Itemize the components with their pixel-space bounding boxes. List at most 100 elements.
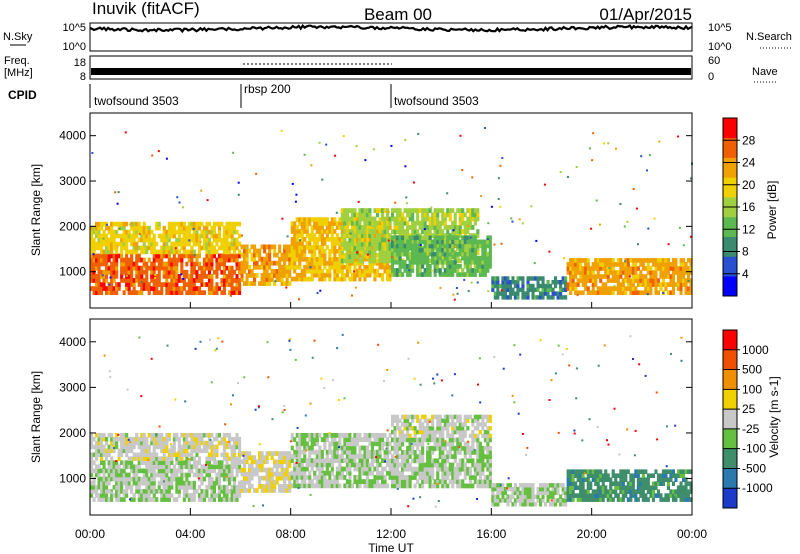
- heatmap-cell: [589, 278, 593, 283]
- heatmap-cell: [584, 262, 588, 267]
- heatmap-cell: [486, 441, 490, 447]
- heatmap-cell: [105, 225, 109, 231]
- heatmap-speck: [511, 220, 514, 223]
- heatmap-cell: [466, 264, 470, 269]
- heatmap-cell: [172, 452, 176, 457]
- heatmap-cell: [496, 287, 500, 292]
- heatmap-cell: [122, 460, 126, 465]
- heatmap-cell: [391, 251, 395, 257]
- heatmap-cell: [591, 274, 595, 279]
- heatmap-cell: [458, 462, 462, 468]
- heatmap-cell: [132, 440, 136, 446]
- heatmap-cell: [308, 245, 312, 250]
- heatmap-cell: [606, 274, 610, 279]
- heatmap-cell: [333, 217, 337, 222]
- heatmap-cell: [443, 243, 447, 249]
- heatmap-cell: [105, 290, 109, 295]
- heatmap-speck: [140, 281, 143, 284]
- heatmap-cell: [107, 237, 111, 243]
- heatmap-cell: [233, 493, 237, 498]
- heatmap-cell: [315, 237, 319, 242]
- heatmap-cell: [363, 216, 367, 222]
- heatmap-cell: [448, 466, 452, 472]
- heatmap-cell: [338, 257, 342, 262]
- heatmap-cell: [150, 433, 154, 438]
- heatmap-cell: [551, 280, 555, 285]
- heatmap-cell: [333, 454, 337, 459]
- heatmap-cell: [584, 282, 588, 287]
- heatmap-cell: [378, 433, 382, 438]
- heatmap-cell: [245, 273, 249, 278]
- heatmap-cell: [345, 272, 349, 278]
- heatmap-cell: [466, 259, 470, 265]
- heatmap-cell: [160, 245, 164, 251]
- heatmap-cell: [340, 253, 344, 258]
- heatmap-cell: [323, 217, 327, 222]
- heatmap-cell: [426, 454, 430, 459]
- heatmap-cell: [207, 278, 211, 283]
- heatmap-cell: [310, 225, 314, 230]
- heatmap-cell: [120, 497, 124, 502]
- heatmap-cell: [556, 295, 560, 300]
- heatmap-cell: [95, 233, 99, 239]
- heatmap-cell: [446, 466, 450, 472]
- heatmap-cell: [483, 483, 487, 489]
- heatmap-cell: [571, 286, 575, 291]
- heatmap-cell: [305, 217, 309, 222]
- heatmap-cell: [396, 414, 400, 420]
- heatmap-cell: [508, 295, 512, 300]
- heatmap-cell: [225, 456, 229, 461]
- heatmap-cell: [406, 208, 410, 213]
- heatmap-cell: [190, 440, 194, 446]
- heatmap-cell: [180, 241, 184, 247]
- heatmap-cell: [433, 243, 437, 249]
- heatmap-cell: [330, 237, 334, 242]
- heatmap-cell: [285, 488, 289, 493]
- heatmap-cell: [335, 264, 339, 270]
- heatmap-cell: [235, 460, 239, 465]
- heatmap-cell: [230, 436, 234, 442]
- heatmap-cell: [160, 290, 164, 295]
- heatmap-cell: [180, 452, 184, 457]
- heatmap-cell: [682, 274, 686, 279]
- heatmap-cell: [443, 470, 447, 476]
- heatmap-cell: [687, 258, 691, 263]
- heatmap-cell: [343, 276, 347, 282]
- heatmap-cell: [443, 475, 447, 480]
- heatmap-cell: [185, 464, 189, 470]
- heatmap-cell: [90, 464, 94, 470]
- heatmap-cell: [315, 261, 319, 266]
- heatmap-cell: [576, 262, 580, 267]
- heatmap-cell: [192, 497, 196, 502]
- heatmap-cell: [609, 262, 613, 267]
- heatmap-speck: [284, 265, 287, 268]
- heatmap-speck: [303, 153, 306, 156]
- heatmap-cell: [461, 466, 465, 472]
- heatmap-cell: [355, 217, 359, 222]
- heatmap-cell: [240, 260, 244, 266]
- heatmap-cell: [363, 245, 367, 250]
- heatmap-cell: [207, 436, 211, 442]
- heatmap-cell: [290, 454, 294, 459]
- heatmap-cell: [95, 452, 99, 457]
- heatmap-cell: [463, 418, 467, 423]
- heatmap-cell: [250, 281, 254, 286]
- heatmap-cell: [671, 262, 675, 267]
- heatmap-cell: [192, 440, 196, 446]
- heatmap-cell: [160, 448, 164, 454]
- heatmap-cell: [463, 235, 467, 241]
- heatmap-cell: [544, 287, 548, 292]
- heatmap-cell: [428, 239, 432, 245]
- heatmap-cell: [318, 257, 322, 262]
- heatmap-speck: [157, 150, 160, 153]
- heatmap-cell: [664, 266, 668, 271]
- heatmap-cell: [120, 452, 124, 457]
- heatmap-cell: [298, 475, 302, 480]
- heatmap-cell: [212, 253, 216, 259]
- heatmap-cell: [433, 437, 437, 443]
- heatmap-cell: [107, 460, 111, 465]
- heatmap-cell: [222, 497, 226, 502]
- heatmap-cell: [463, 462, 467, 468]
- heatmap-cell: [95, 241, 99, 247]
- heatmap-cell: [576, 278, 580, 283]
